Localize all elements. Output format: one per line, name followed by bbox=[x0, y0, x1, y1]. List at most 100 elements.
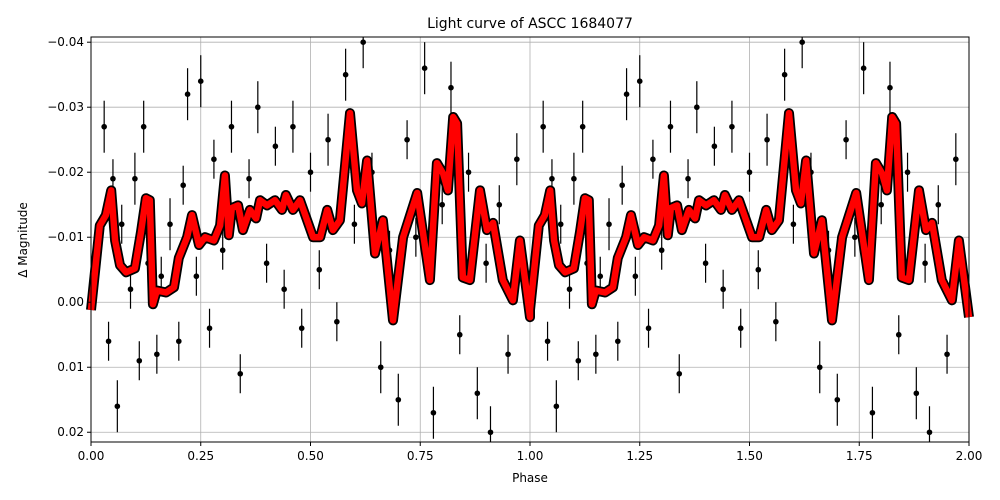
data-point bbox=[110, 175, 116, 182]
y-tick-label: −0.04 bbox=[47, 35, 84, 49]
data-point bbox=[255, 104, 261, 111]
data-point bbox=[676, 370, 683, 377]
data-point bbox=[505, 351, 511, 358]
data-point bbox=[781, 71, 788, 78]
data-point bbox=[351, 221, 358, 228]
data-point bbox=[566, 286, 573, 293]
data-point bbox=[197, 78, 204, 85]
x-tick-label: 0.75 bbox=[407, 449, 434, 463]
data-point bbox=[430, 409, 437, 416]
x-tick-label: 1.75 bbox=[846, 449, 873, 463]
x-axis-label: Phase bbox=[512, 471, 548, 485]
data-point bbox=[922, 260, 928, 267]
data-point bbox=[913, 390, 920, 397]
data-point bbox=[623, 91, 630, 98]
data-point bbox=[944, 351, 950, 358]
data-point bbox=[127, 286, 134, 293]
data-point bbox=[228, 123, 235, 130]
data-point bbox=[272, 143, 279, 150]
y-tick-label: −0.02 bbox=[47, 165, 84, 179]
data-point bbox=[619, 182, 625, 189]
data-point bbox=[483, 260, 489, 267]
data-point bbox=[487, 429, 494, 436]
data-point bbox=[926, 429, 933, 436]
data-point bbox=[764, 136, 770, 143]
data-point bbox=[132, 175, 138, 182]
data-point bbox=[694, 104, 700, 111]
data-point bbox=[887, 84, 893, 91]
data-point bbox=[167, 221, 173, 228]
data-point bbox=[377, 364, 384, 371]
data-point bbox=[597, 273, 604, 280]
curve-line bbox=[87, 109, 973, 324]
data-point bbox=[575, 357, 582, 364]
x-tick-label: 1.50 bbox=[736, 449, 763, 463]
data-point bbox=[869, 409, 876, 416]
data-point bbox=[114, 403, 121, 410]
data-point bbox=[632, 273, 639, 280]
data-point bbox=[211, 156, 217, 163]
data-point bbox=[549, 175, 555, 182]
x-tick-label: 1.00 bbox=[517, 449, 544, 463]
data-point bbox=[184, 91, 191, 98]
data-point bbox=[720, 286, 726, 293]
data-point bbox=[904, 169, 911, 176]
y-tick-label: 0.02 bbox=[57, 425, 84, 439]
data-point bbox=[544, 338, 551, 345]
data-point bbox=[342, 71, 349, 78]
data-point bbox=[553, 403, 560, 410]
data-point bbox=[650, 156, 656, 163]
data-point bbox=[737, 325, 744, 332]
data-point bbox=[154, 351, 160, 358]
data-point bbox=[799, 39, 805, 46]
data-point bbox=[395, 396, 402, 403]
data-point bbox=[474, 390, 481, 397]
data-point bbox=[360, 39, 366, 46]
data-point bbox=[645, 325, 652, 332]
data-point bbox=[953, 156, 959, 163]
data-point bbox=[325, 136, 331, 143]
data-point bbox=[263, 260, 270, 267]
data-point bbox=[496, 201, 503, 208]
x-tick-label: 1.25 bbox=[626, 449, 653, 463]
data-point bbox=[237, 370, 244, 377]
data-point bbox=[206, 325, 213, 332]
data-point bbox=[158, 273, 165, 280]
data-point bbox=[439, 201, 446, 208]
data-point bbox=[456, 331, 463, 338]
data-point bbox=[658, 247, 665, 254]
data-point bbox=[571, 175, 577, 182]
data-point bbox=[557, 221, 564, 228]
x-axis-ticks: 0.00 0.25 0.50 0.75 1.00 1.25 1.50 1.75 2.00 bbox=[78, 442, 983, 463]
y-axis-ticks: −0.04 −0.03 −0.02 −0.01 0.00 0.01 0.02 bbox=[47, 35, 91, 439]
y-axis-label: Δ Magnitude bbox=[16, 202, 30, 278]
data-point bbox=[790, 221, 797, 228]
data-point bbox=[290, 123, 296, 130]
data-point bbox=[685, 175, 691, 182]
data-point bbox=[667, 123, 674, 130]
y-tick-label: 0.00 bbox=[57, 295, 84, 309]
x-tick-label: 0.00 bbox=[78, 449, 105, 463]
data-point bbox=[935, 201, 942, 208]
data-point bbox=[843, 136, 849, 143]
data-point bbox=[895, 331, 902, 338]
data-point bbox=[316, 266, 323, 273]
data-point bbox=[465, 169, 472, 176]
data-point bbox=[307, 169, 314, 176]
model-curve bbox=[86, 108, 974, 326]
data-point bbox=[746, 169, 753, 176]
data-point bbox=[636, 78, 643, 85]
data-point bbox=[579, 123, 586, 130]
data-point bbox=[852, 234, 858, 241]
data-point bbox=[105, 338, 112, 345]
x-tick-label: 2.00 bbox=[956, 449, 983, 463]
data-point bbox=[298, 325, 305, 332]
data-point bbox=[540, 123, 546, 130]
chart-title: Light curve of ASCC 1684077 bbox=[427, 16, 633, 32]
data-point bbox=[816, 364, 823, 371]
data-point bbox=[448, 84, 454, 91]
data-point bbox=[421, 65, 428, 72]
data-point bbox=[219, 247, 226, 254]
x-tick-label: 0.50 bbox=[297, 449, 324, 463]
